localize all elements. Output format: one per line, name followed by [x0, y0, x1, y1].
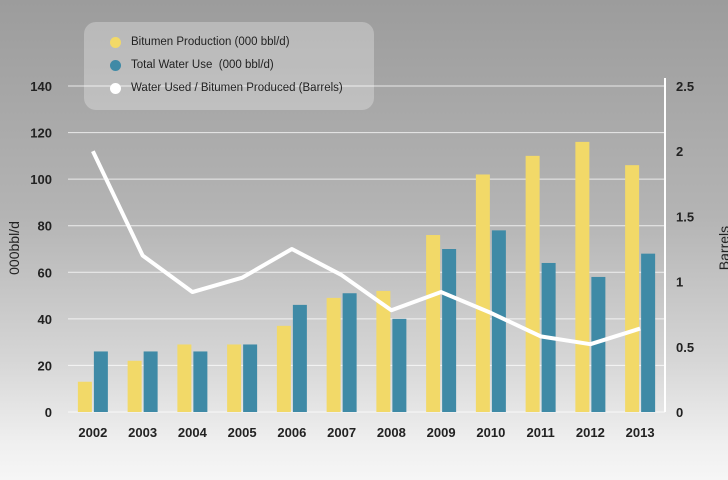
legend-swatch-ratio: [110, 82, 121, 94]
bar-water-2008: [392, 318, 407, 412]
x-tick: 2010: [476, 425, 505, 440]
bar-bitumen-2013: [625, 165, 640, 412]
x-tick: 2012: [576, 425, 605, 440]
x-tick: 2005: [228, 425, 257, 440]
bar-water-2002: [93, 351, 108, 412]
x-tick: 2007: [327, 425, 356, 440]
y-tick-left: 40: [38, 312, 52, 327]
bar-water-2010: [491, 230, 506, 412]
y-tick-left: 100: [30, 172, 52, 187]
y-tick-right: 2: [676, 144, 683, 159]
bar-bitumen-2006: [276, 325, 291, 412]
y-tick-right: 2.5: [676, 79, 694, 94]
left-axis-ticks: 0 20 40 60 80 100 120 140: [30, 79, 52, 420]
y-tick-left: 140: [30, 79, 52, 94]
bar-water-2006: [292, 304, 307, 412]
ratio-line: [91, 150, 641, 347]
x-tick: 2009: [427, 425, 456, 440]
bar-water-2012: [591, 276, 606, 412]
right-axis-ticks: 0 0.5 1 1.5 2 2.5: [676, 79, 694, 420]
legend-item-ratio: Water Used / Bitumen Produced (Barrels): [110, 82, 343, 94]
bar-water-2009: [442, 249, 457, 412]
legend-label-bitumen: Bitumen Production (000 bbl/d): [131, 36, 290, 48]
bar-bitumen-2005: [227, 344, 242, 412]
y-axis-label-right: Barrels: [716, 225, 728, 271]
y-tick-right: 0.5: [676, 340, 694, 355]
bar-bitumen-2009: [426, 235, 441, 412]
legend-swatch-water: [110, 59, 121, 71]
bar-water-2005: [243, 344, 258, 412]
x-tick: 2004: [178, 425, 208, 440]
y-tick-left: 80: [38, 219, 52, 234]
bar-water-2007: [342, 293, 357, 412]
x-tick: 2003: [128, 425, 157, 440]
legend-label-ratio: Water Used / Bitumen Produced (Barrels): [131, 82, 343, 94]
bar-bitumen-2010: [475, 174, 490, 412]
y-tick-left: 0: [45, 405, 52, 420]
bars: [77, 141, 656, 412]
bar-bitumen-2008: [376, 290, 391, 412]
x-tick: 2011: [527, 425, 555, 440]
bar-water-2004: [193, 351, 208, 412]
bar-bitumen-2004: [177, 344, 192, 412]
x-tick: 2002: [78, 425, 107, 440]
legend-swatch-bitumen: [110, 36, 121, 48]
bar-water-2013: [641, 253, 656, 412]
legend-item-water: Total Water Use (000 bbl/d): [110, 59, 274, 71]
x-tick: 2006: [277, 425, 306, 440]
legend: Bitumen Production (000 bbl/d) Total Wat…: [84, 22, 374, 110]
y-tick-right: 1.5: [676, 209, 694, 224]
y-axis-label-left: 000bbl/d: [6, 221, 22, 275]
bar-bitumen-2011: [525, 155, 540, 412]
legend-item-bitumen: Bitumen Production (000 bbl/d): [110, 36, 290, 48]
bar-bitumen-2003: [127, 360, 142, 412]
y-tick-right: 1: [676, 275, 683, 290]
x-tick: 2008: [377, 425, 406, 440]
bar-bitumen-2012: [575, 141, 590, 412]
x-axis-ticks: 2002 2003 2004 2005 2006 2007 2008 2009 2010 2011…: [78, 425, 654, 440]
legend-label-water: Total Water Use (000 bbl/d): [131, 59, 274, 71]
y-tick-left: 20: [38, 358, 52, 373]
y-tick-right: 0: [676, 405, 683, 420]
y-tick-left: 60: [38, 265, 52, 280]
series-line-ratio: [91, 150, 641, 347]
bar-bitumen-2007: [326, 297, 341, 412]
bar-water-2003: [143, 351, 158, 412]
x-tick: 2013: [626, 425, 655, 440]
bar-bitumen-2002: [77, 381, 92, 412]
y-tick-left: 120: [30, 126, 52, 141]
